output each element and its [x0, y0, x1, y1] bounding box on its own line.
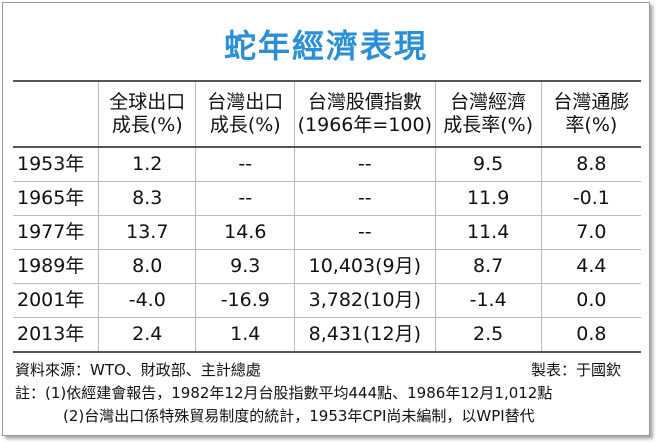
cell: 8.3	[98, 181, 196, 216]
cell: 1977年	[13, 215, 99, 250]
cell: 14.6	[195, 215, 295, 250]
header-line: 台灣股價指數	[307, 91, 422, 114]
header-line: 全球出口	[109, 91, 186, 114]
header-line: 成長(%)	[209, 114, 281, 136]
cell: --	[294, 181, 436, 216]
cell: 13.7	[98, 215, 196, 250]
cell: 1.2	[98, 147, 196, 182]
cell: 2.5	[434, 317, 542, 353]
cell: 3,782(10月)	[294, 283, 436, 318]
cell: 9.3	[195, 249, 295, 284]
cell: 0.0	[540, 283, 641, 318]
header-cell	[13, 81, 99, 148]
header-cell: 台灣通膨 率(%)	[540, 81, 641, 148]
cell: 2013年	[13, 317, 99, 353]
cell: -0.1	[540, 181, 641, 216]
header-line: 率(%)	[565, 114, 618, 136]
header-line: 成長率(%)	[443, 114, 534, 136]
cell: -4.0	[98, 283, 196, 318]
cell: 11.4	[434, 215, 542, 250]
header-line: 台灣經濟	[450, 91, 527, 114]
cell: 9.5	[434, 147, 542, 182]
header-line: 台灣通膨	[553, 91, 630, 114]
frame: 蛇年經濟表現 全球出口 成長(%) 台灣出口 成長(%) 台灣股價指數 (1966年=10…	[2, 2, 650, 436]
header-row: 全球出口 成長(%) 台灣出口 成長(%) 台灣股價指數 (1966年=100) 台灣經濟成…	[13, 81, 641, 148]
row: 2001年 -4.0 -16.9 3,782(10月) -1.4 0.0	[13, 283, 641, 318]
cell: 2001年	[13, 283, 99, 318]
cell: 8,431(12月)	[294, 317, 436, 353]
row: 1953年 1.2 -- -- 9.5 8.8	[13, 147, 641, 182]
row: 1989年 8.0 9.3 10,403(9月) 8.7 4.4	[13, 249, 641, 284]
cell: --	[294, 147, 436, 182]
note: (2)台灣出口係特殊貿易制度的統計，1953年CPI尚未編制，以WPI替代	[63, 407, 535, 425]
cell: --	[195, 181, 295, 216]
cell: 4.4	[540, 249, 641, 284]
title: 蛇年經濟表現	[223, 27, 428, 65]
header-line: 成長(%)	[111, 114, 183, 136]
cell: --	[195, 147, 295, 182]
header-cell: 台灣經濟 成長率(%)	[434, 81, 542, 148]
table: 全球出口 成長(%) 台灣出口 成長(%) 台灣股價指數 (1966年=100) 台灣經濟成…	[13, 80, 641, 353]
row: 1965年 8.3 -- -- 11.9 -0.1	[13, 181, 641, 216]
cell: -1.4	[434, 283, 542, 318]
cell: 1989年	[13, 249, 99, 284]
cell: 10,403(9月)	[294, 249, 436, 284]
cell: 8.7	[434, 249, 542, 284]
cell: 8.0	[98, 249, 196, 284]
header-cell: 台灣出口 成長(%)	[195, 81, 295, 148]
header-line: (1966年=100)	[297, 114, 432, 136]
row: 2013年 2.4 1.4 8,431(12月) 2.5 0.8	[13, 317, 641, 353]
cell: -16.9	[195, 283, 295, 318]
cell: --	[294, 215, 436, 250]
maker: 製表：于國欽	[531, 361, 622, 379]
cell: 2.4	[98, 317, 196, 353]
row: 1977年 13.7 14.6 -- 11.4 7.0	[13, 215, 641, 250]
cell: 0.8	[540, 317, 641, 353]
note: 註：(1)依經建會報告，1982年12月台股指數平均444點、1986年12月1…	[15, 384, 553, 402]
cell: 1953年	[13, 147, 99, 182]
cell: 1965年	[13, 181, 99, 216]
header-cell: 全球出口 成長(%)	[98, 81, 196, 148]
source: 資料來源：WTO、財政部、主計總處	[15, 361, 261, 379]
cell: 1.4	[195, 317, 295, 353]
cell: 7.0	[540, 215, 641, 250]
cell: 8.8	[540, 147, 641, 182]
header-cell: 台灣股價指數 (1966年=100)	[294, 81, 436, 148]
header-line: 台灣出口	[207, 91, 284, 114]
cell: 11.9	[434, 181, 542, 216]
